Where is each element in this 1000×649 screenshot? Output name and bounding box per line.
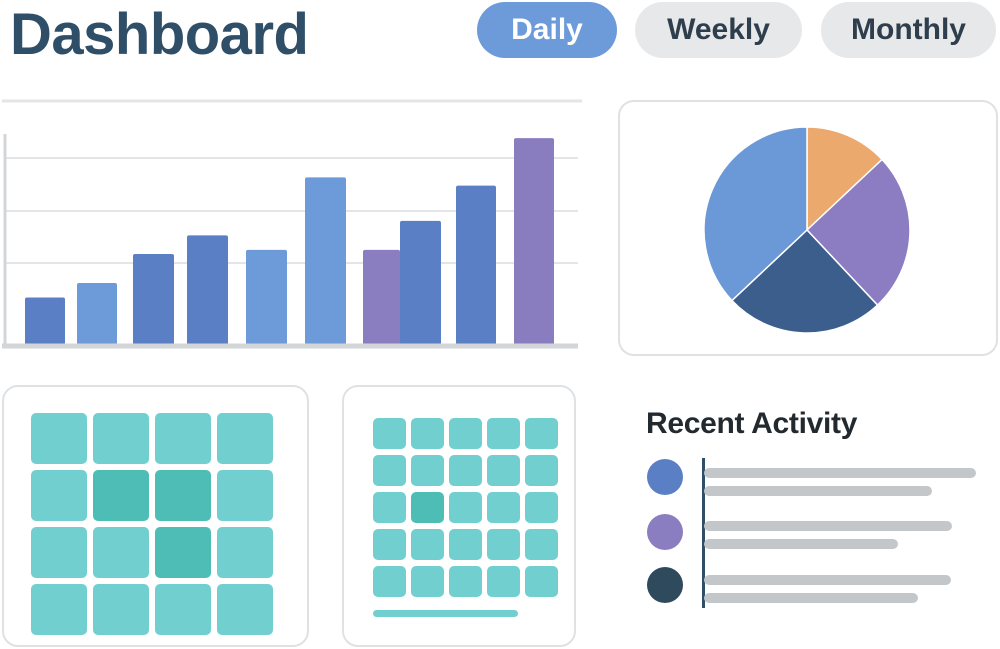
pie-chart bbox=[703, 126, 911, 334]
activity-divider bbox=[702, 458, 705, 608]
calendar-day-cell[interactable] bbox=[411, 492, 444, 523]
bar bbox=[187, 235, 228, 345]
tab-weekly[interactable]: Weekly bbox=[635, 2, 802, 58]
activity-line-secondary bbox=[704, 539, 898, 549]
bar-chart-svg bbox=[2, 99, 582, 349]
bars bbox=[25, 138, 554, 345]
tab-daily[interactable]: Daily bbox=[477, 2, 617, 58]
bar bbox=[25, 297, 65, 345]
heatmap-cell[interactable] bbox=[155, 413, 211, 464]
recent-activity-title: Recent Activity bbox=[646, 407, 858, 440]
heatmap-grid bbox=[31, 413, 273, 635]
bar bbox=[246, 249, 287, 345]
calendar-day-cell[interactable] bbox=[449, 529, 482, 560]
calendar-progress-bar bbox=[373, 610, 518, 617]
activity-line-secondary bbox=[704, 593, 918, 603]
calendar-day-cell[interactable] bbox=[449, 492, 482, 523]
calendar-card bbox=[342, 385, 576, 647]
heatmap-cell[interactable] bbox=[31, 413, 87, 464]
heatmap-cell[interactable] bbox=[217, 584, 273, 635]
bar bbox=[305, 177, 346, 345]
bar bbox=[77, 282, 117, 345]
calendar-day-cell[interactable] bbox=[373, 492, 406, 523]
heatmap-cell[interactable] bbox=[31, 527, 87, 578]
calendar-day-cell[interactable] bbox=[487, 455, 520, 486]
heatmap-cell[interactable] bbox=[93, 527, 149, 578]
pie-slices bbox=[703, 126, 911, 334]
pie-chart-card bbox=[618, 100, 998, 356]
heatmap-cell[interactable] bbox=[155, 470, 211, 521]
calendar-day-cell[interactable] bbox=[373, 455, 406, 486]
heatmap-cell[interactable] bbox=[93, 413, 149, 464]
pie-slice bbox=[806, 126, 884, 232]
calendar-day-cell[interactable] bbox=[525, 455, 558, 486]
heatmap-card bbox=[2, 385, 309, 647]
bar bbox=[133, 253, 174, 345]
heatmap-cell[interactable] bbox=[93, 584, 149, 635]
activity-avatar bbox=[647, 459, 683, 495]
pie-slice bbox=[703, 126, 808, 302]
activity-line-secondary bbox=[704, 486, 932, 496]
pie-slice bbox=[730, 228, 879, 334]
heatmap-cell[interactable] bbox=[31, 584, 87, 635]
bar bbox=[456, 185, 496, 345]
calendar-day-cell[interactable] bbox=[411, 529, 444, 560]
activity-line-primary bbox=[704, 468, 976, 478]
calendar-day-cell[interactable] bbox=[487, 566, 520, 597]
bar-chart bbox=[0, 98, 584, 356]
calendar-day-cell[interactable] bbox=[525, 492, 558, 523]
pie-slice bbox=[805, 158, 911, 307]
activity-line-primary bbox=[704, 521, 952, 531]
calendar-grid bbox=[373, 418, 558, 597]
calendar-day-cell[interactable] bbox=[525, 566, 558, 597]
heatmap-cell[interactable] bbox=[217, 470, 273, 521]
activity-avatar bbox=[647, 514, 683, 550]
heatmap-cell[interactable] bbox=[155, 584, 211, 635]
heatmap-cell[interactable] bbox=[31, 470, 87, 521]
bar bbox=[400, 220, 441, 345]
calendar-day-cell[interactable] bbox=[411, 455, 444, 486]
calendar-day-cell[interactable] bbox=[411, 566, 444, 597]
calendar-day-cell[interactable] bbox=[411, 418, 444, 449]
calendar-day-cell[interactable] bbox=[449, 455, 482, 486]
calendar-day-cell[interactable] bbox=[487, 529, 520, 560]
activity-line-primary bbox=[704, 575, 951, 585]
calendar-day-cell[interactable] bbox=[373, 529, 406, 560]
heatmap-cell[interactable] bbox=[93, 470, 149, 521]
tab-monthly[interactable]: Monthly bbox=[821, 2, 996, 58]
calendar-day-cell[interactable] bbox=[373, 566, 406, 597]
heatmap-cell[interactable] bbox=[217, 527, 273, 578]
calendar-day-cell[interactable] bbox=[525, 529, 558, 560]
calendar-day-cell[interactable] bbox=[373, 418, 406, 449]
activity-avatar bbox=[647, 567, 683, 603]
heatmap-cell[interactable] bbox=[217, 413, 273, 464]
calendar-day-cell[interactable] bbox=[449, 418, 482, 449]
heatmap-cell[interactable] bbox=[155, 527, 211, 578]
calendar-day-cell[interactable] bbox=[487, 492, 520, 523]
calendar-day-cell[interactable] bbox=[525, 418, 558, 449]
calendar-day-cell[interactable] bbox=[449, 566, 482, 597]
page-title: Dashboard bbox=[10, 2, 309, 67]
calendar-day-cell[interactable] bbox=[487, 418, 520, 449]
bar bbox=[514, 138, 554, 345]
bar bbox=[363, 249, 400, 345]
